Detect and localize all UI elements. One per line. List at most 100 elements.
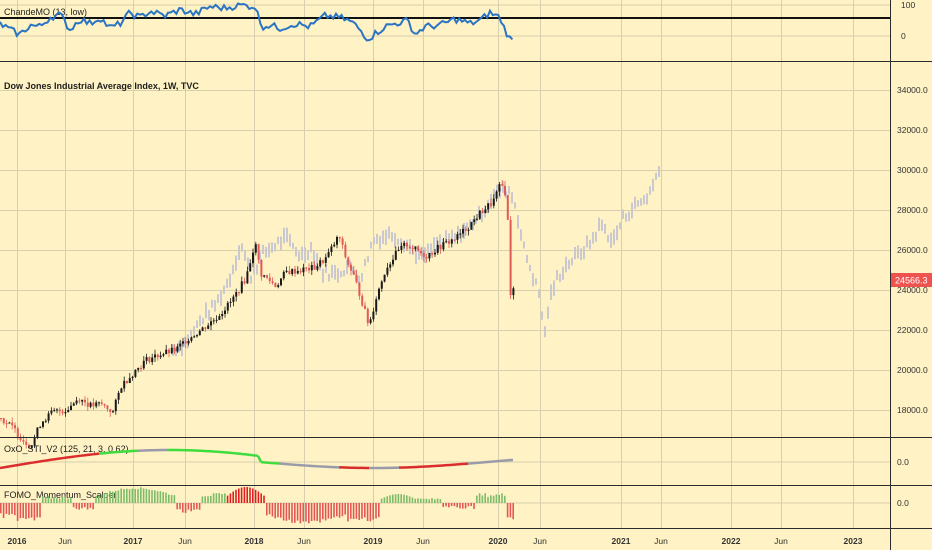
ghost-candle [589,239,591,250]
candle-body [232,296,235,302]
candle-body [179,343,182,347]
fomo-bar [168,494,170,503]
fomo-bar [204,496,206,503]
candle-body [495,191,498,199]
candle-body [408,246,411,249]
candle-body [299,270,302,273]
ghost-candle [205,302,207,319]
fomo-bar [30,503,33,518]
candle-body [39,426,42,428]
fomo-bar [383,497,386,503]
candle-body [459,233,462,235]
fomo-bar [72,503,75,508]
ghost-candle [655,172,657,180]
fomo-pane[interactable]: FOMO_Momentum_Scalper [0,487,514,524]
fomo-bar [378,503,380,518]
fomo-bar [484,493,486,503]
price-axis[interactable]: 100 0 34000.0 32000.0 30000.0 28000.0 26000.… [891,0,932,508]
candle-body [492,198,495,206]
ghost-candle [337,268,339,283]
fomo-bar [156,491,159,503]
ghost-candle [547,306,549,319]
candle-body [64,412,67,414]
fomo-bar [375,503,377,519]
candle-body [224,310,226,315]
fomo-bar [114,490,117,503]
ghost-candle [208,310,210,321]
ghost-candle [382,230,384,244]
candle-body [439,244,442,250]
candle-body [98,402,100,404]
fomo-bar [249,487,251,503]
ghost-candle [274,242,276,252]
fomo-bar [215,493,218,503]
fomo-bar [235,489,237,503]
ghost-candle [595,231,597,242]
fomo-bar [319,503,321,523]
fomo-bar [403,494,405,503]
ghost-candle [526,254,528,264]
candle-body [504,185,506,196]
price-pane[interactable]: Dow Jones Industrial Average Index, 1W, … [0,81,660,450]
fomo-bar [501,493,503,503]
fomo-bar [436,498,439,503]
candle-body [30,445,33,448]
fomo-bar [173,495,176,503]
fomo-bar [112,491,114,503]
fomo-bar [268,503,271,515]
candle-body [294,268,296,274]
time-axis[interactable]: 2016 Jun 2017 Jun 2018 Jun 2019 Jun 2020 Jun 2021 J… [8,536,863,546]
fomo-bar [352,503,355,520]
candle-body [78,400,81,402]
ghost-candle [289,234,291,247]
candle-body [137,367,140,370]
candle-body [378,288,380,300]
candle-body [246,271,249,284]
time-tick-jun: Jun [774,536,788,546]
time-tick-jun: Jun [654,536,668,546]
fomo-bar [327,503,330,519]
candle-body [350,264,352,271]
fomo-bar [459,503,461,509]
candle-body [422,253,425,257]
fomo-bar [254,489,257,503]
fomo-bar [462,503,464,509]
candle-body [106,405,109,410]
ghost-candle [427,243,429,254]
fomo-bar [210,495,212,503]
ghost-candle [658,166,660,177]
ghost-candle [376,233,378,244]
fomo-bar [243,487,246,503]
candle-body [414,246,417,250]
candle-body [2,418,5,424]
fomo-bar [473,503,475,509]
candle-body [148,357,151,363]
ghost-candle [445,230,447,242]
fomo-bar [313,503,316,521]
fomo-bar [336,503,338,517]
fomo-bar [260,493,262,503]
fomo-bar [372,503,374,520]
candle-body [341,238,344,245]
fomo-bar [95,495,97,503]
ghost-candle [574,247,576,260]
fomo-bar [341,503,344,517]
fomo-bar [142,488,145,503]
candle-body [389,264,392,268]
candle-body [266,275,268,278]
ghost-candle [634,196,636,209]
candle-body [291,268,294,275]
ghost-candle [238,245,240,261]
candle-body [112,411,114,413]
cmo-pane[interactable]: ChandeMO (13, low) [0,2,890,42]
sti-pane[interactable]: OxO_STI_V2 (125, 21, 3, 0.62) [0,444,514,470]
candle-body [501,184,504,186]
ghost-candle [649,186,651,195]
ghost-candle [304,247,306,263]
ghost-candle [646,193,648,205]
symbol-title: Dow Jones Industrial Average Index, 1W, … [4,81,199,91]
time-tick-jun: Jun [178,536,192,546]
